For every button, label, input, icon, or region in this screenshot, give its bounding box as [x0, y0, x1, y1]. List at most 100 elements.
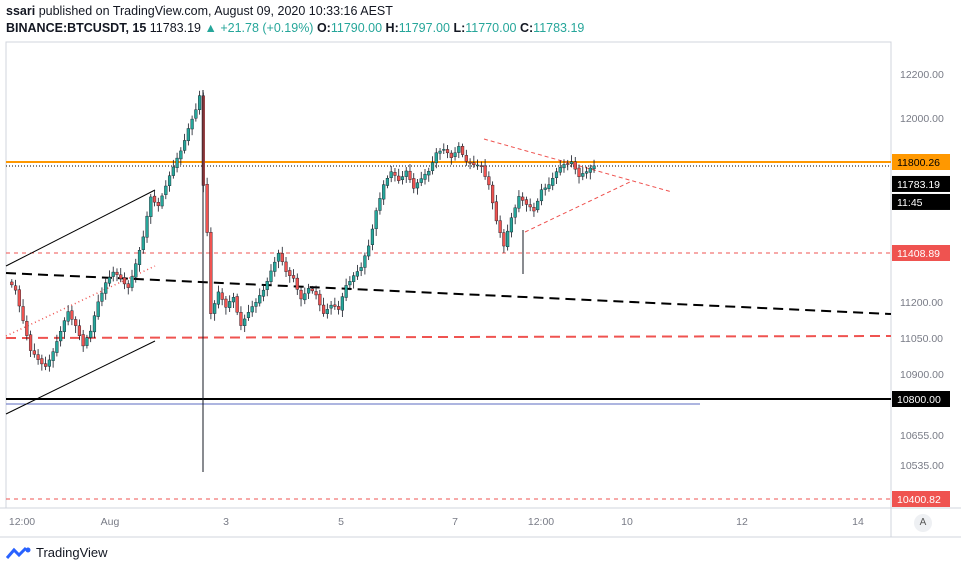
candle	[243, 314, 247, 333]
candle-body	[13, 285, 18, 291]
high-value: 11797.00	[398, 21, 450, 35]
auto-scale-button[interactable]: A	[914, 514, 932, 532]
plot-frame	[5, 41, 892, 509]
candle	[276, 249, 281, 269]
candle	[220, 288, 224, 306]
candle	[427, 167, 431, 182]
candle	[419, 171, 423, 187]
candle-body	[558, 167, 562, 173]
candle	[13, 279, 18, 295]
candle-body	[28, 334, 33, 351]
candle-body	[10, 281, 14, 286]
x-tick-label: 14	[852, 516, 864, 528]
candle-body	[107, 277, 112, 284]
candle-body	[491, 184, 495, 204]
candle	[404, 166, 408, 183]
candle	[167, 171, 172, 192]
candle-body	[385, 177, 390, 186]
candle	[47, 354, 51, 372]
candle-body	[160, 195, 164, 207]
candle	[434, 148, 438, 169]
candle-body	[280, 253, 284, 262]
candle-body	[291, 275, 296, 279]
candle	[216, 285, 221, 309]
candle	[321, 297, 326, 317]
candle-body	[404, 170, 408, 177]
candle	[194, 103, 198, 122]
candle-body	[397, 175, 401, 181]
candle	[295, 273, 299, 296]
candle-body	[115, 271, 119, 275]
candle	[235, 293, 239, 316]
y-tick-label: 11200.00	[900, 297, 943, 309]
candle-body	[449, 152, 453, 158]
candle	[55, 334, 59, 357]
candle-body	[213, 303, 217, 314]
candle-body	[498, 220, 502, 233]
candle	[273, 256, 277, 277]
candle	[325, 303, 329, 319]
price-label-orange-bg	[892, 154, 950, 170]
price-label-red-low-bg	[892, 491, 950, 507]
candle-body	[382, 184, 386, 200]
candle	[562, 159, 566, 173]
candle-body	[261, 289, 266, 297]
candle-body	[119, 274, 123, 279]
candle-body	[367, 245, 371, 257]
candle-body	[453, 152, 457, 157]
candle	[393, 168, 397, 182]
candle	[145, 211, 149, 243]
candle	[179, 147, 183, 166]
triangle-upper	[483, 138, 673, 193]
candle	[36, 349, 40, 365]
candle	[261, 284, 266, 302]
countdown-label-bg	[892, 193, 950, 210]
price-label-black-bg	[892, 391, 950, 407]
candle-body	[314, 291, 318, 296]
candle	[355, 264, 359, 280]
candle	[569, 155, 574, 168]
candle-body	[306, 288, 311, 294]
candle	[25, 315, 29, 341]
price-label-black: 10800.00	[897, 394, 941, 406]
candle	[573, 157, 577, 175]
up-triangle-icon: ▲	[204, 21, 217, 35]
candle	[81, 329, 85, 352]
candle	[389, 165, 393, 183]
candle	[213, 300, 217, 321]
candle	[438, 147, 442, 160]
candle	[521, 192, 525, 207]
tradingview-logo[interactable]: TradingView	[6, 545, 108, 560]
candle	[228, 295, 232, 312]
candle	[269, 264, 273, 286]
candle	[115, 268, 119, 282]
candle-body	[141, 236, 145, 250]
close-value: 11783.19	[533, 21, 585, 35]
candle	[513, 204, 517, 225]
candle-body	[92, 315, 97, 333]
candle	[152, 190, 157, 207]
candle	[378, 192, 382, 215]
close-label: C:	[519, 21, 534, 35]
candle-body	[521, 196, 525, 201]
candle-body	[152, 195, 157, 203]
candle-body	[89, 330, 93, 338]
price-change: +21.78 (+0.19%)	[220, 21, 314, 35]
candle	[190, 115, 194, 136]
candle-body	[310, 288, 314, 292]
candle-body	[239, 312, 243, 326]
candle-body	[472, 162, 476, 166]
x-tick-label: 10	[621, 516, 633, 528]
candle-body	[100, 292, 104, 302]
candle	[89, 325, 93, 343]
candle	[524, 196, 529, 212]
candle-body	[359, 267, 363, 271]
candle-body	[171, 166, 175, 176]
candle-body	[494, 201, 498, 222]
publish-text: published on TradingView.com, August 09,…	[38, 4, 393, 18]
candle	[494, 194, 498, 225]
y-tick-label: 10900.00	[900, 369, 944, 381]
candle-body	[348, 281, 352, 286]
candle	[107, 270, 112, 287]
